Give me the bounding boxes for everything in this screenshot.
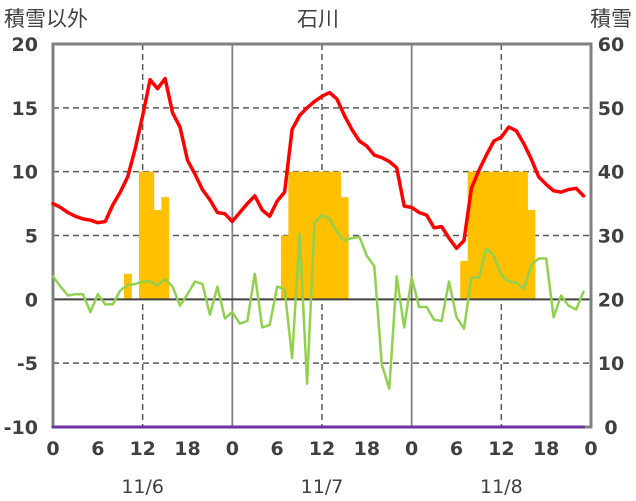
x-tick-label: 6	[271, 438, 284, 460]
bar-2-16	[527, 209, 536, 300]
line-layer	[51, 76, 586, 429]
bar-2-10	[482, 171, 491, 300]
bar-0-12	[138, 171, 147, 300]
bar-0-14	[153, 209, 162, 300]
bar-2-15	[520, 171, 528, 300]
bar-0-13	[146, 171, 155, 300]
right-axis-label: 積雪	[590, 7, 632, 31]
date-label: 11/8	[480, 476, 523, 498]
series-line-2	[51, 213, 585, 390]
bar-2-7	[460, 261, 469, 300]
left-tick-label: -5	[17, 353, 38, 375]
x-tick-label: 0	[405, 438, 418, 460]
bar-1-15	[340, 197, 349, 300]
chart-title: 石川	[297, 7, 339, 31]
bar-2-8	[467, 171, 476, 300]
left-tick-label: 10	[12, 162, 38, 184]
bar-2-14	[512, 171, 521, 300]
x-tick-label: 18	[533, 438, 559, 460]
left-tick-label: 15	[12, 98, 38, 120]
x-tick-label: 18	[174, 438, 200, 460]
x-tick-label: 0	[46, 438, 59, 460]
left-tick-label: 5	[25, 226, 38, 248]
bar-1-14	[333, 171, 342, 300]
right-tick-label: 40	[598, 162, 624, 184]
bar-1-8	[288, 171, 297, 300]
right-tick-label: 50	[598, 98, 624, 120]
date-label: 11/7	[301, 476, 344, 498]
series-line-1	[51, 76, 586, 251]
right-tick-label: 0	[604, 417, 617, 439]
bar-1-13	[325, 171, 334, 300]
x-tick-label: 0	[584, 438, 597, 460]
x-tick-label: 12	[309, 438, 335, 460]
bar-2-11	[490, 171, 498, 300]
x-tick-label: 12	[129, 438, 155, 460]
right-tick-label: 20	[598, 289, 624, 311]
x-tick-label: 0	[226, 438, 239, 460]
left-tick-label: 20	[12, 34, 38, 56]
x-tick-label: 18	[354, 438, 380, 460]
right-tick-label: 10	[598, 353, 624, 375]
right-tick-label: 30	[598, 226, 624, 248]
left-tick-label: 0	[25, 289, 38, 311]
date-label: 11/6	[121, 476, 164, 498]
bar-2-9	[475, 171, 484, 300]
bar-2-12	[497, 171, 506, 300]
x-tick-label: 12	[488, 438, 514, 460]
bar-1-12	[318, 171, 327, 300]
left-axis-label: 積雪以外	[4, 7, 88, 31]
right-tick-label: 60	[598, 34, 624, 56]
bar-1-10	[303, 171, 312, 300]
bar-0-15	[161, 197, 170, 300]
x-tick-label: 6	[91, 438, 104, 460]
left-tick-label: -10	[4, 417, 38, 439]
bar-2-13	[505, 171, 513, 300]
bar-1-7	[280, 235, 289, 300]
x-tick-label: 6	[450, 438, 463, 460]
